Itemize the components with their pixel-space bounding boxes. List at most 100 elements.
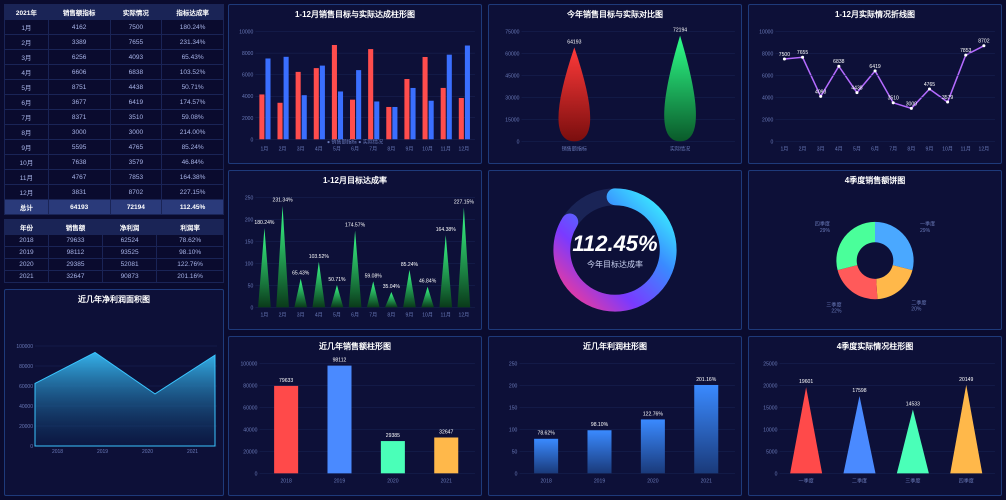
svg-text:0: 0 <box>251 305 254 311</box>
svg-text:227.15%: 227.15% <box>454 200 475 206</box>
svg-text:4093: 4093 <box>815 89 826 95</box>
svg-text:2020: 2020 <box>647 478 658 484</box>
svg-text:2019: 2019 <box>334 478 345 484</box>
quarter-cone-panel: 4季度实际情况柱形图 0500010000150002000025000一季度二… <box>748 336 1002 496</box>
svg-text:15000: 15000 <box>763 405 777 411</box>
svg-text:12月: 12月 <box>979 146 990 152</box>
svg-text:5月: 5月 <box>853 146 861 152</box>
svg-text:2021: 2021 <box>187 449 198 455</box>
svg-text:6419: 6419 <box>869 64 880 70</box>
svg-text:3月: 3月 <box>817 146 825 152</box>
svg-text:9月: 9月 <box>406 146 414 152</box>
svg-text:0: 0 <box>255 471 258 477</box>
svg-text:6000: 6000 <box>762 73 773 79</box>
svg-text:0: 0 <box>30 444 33 450</box>
svg-text:20%: 20% <box>911 307 922 313</box>
donut-panel: 4季度销售额饼图 一季度29%二季度20%三季度22%四季度29% <box>748 170 1002 330</box>
svg-text:7853: 7853 <box>960 48 971 54</box>
svg-text:40000: 40000 <box>19 404 33 410</box>
svg-text:20000: 20000 <box>19 424 33 430</box>
svg-text:6月: 6月 <box>351 312 359 318</box>
svg-text:50.71%: 50.71% <box>328 277 346 283</box>
svg-text:100: 100 <box>245 261 254 267</box>
svg-text:2000: 2000 <box>762 117 773 123</box>
svg-text:164.38%: 164.38% <box>436 227 457 233</box>
svg-text:5000: 5000 <box>766 449 777 455</box>
chart-title: 4季度实际情况柱形图 <box>753 341 997 352</box>
svg-text:72194: 72194 <box>673 28 687 34</box>
svg-text:50: 50 <box>512 449 518 455</box>
svg-text:4765: 4765 <box>924 82 935 88</box>
svg-text:4月: 4月 <box>315 312 323 318</box>
svg-text:32647: 32647 <box>439 429 453 435</box>
svg-text:3579: 3579 <box>942 95 953 101</box>
profit-bar-panel: 近几年利润柱形图 0501001502002502018201920202021… <box>488 336 742 496</box>
svg-text:6838: 6838 <box>833 59 844 65</box>
svg-text:20000: 20000 <box>763 384 777 390</box>
svg-text:64193: 64193 <box>567 39 581 45</box>
svg-text:22%: 22% <box>831 309 842 315</box>
svg-text:78.62%: 78.62% <box>538 431 556 437</box>
svg-text:103.52%: 103.52% <box>309 254 330 260</box>
svg-text:59.08%: 59.08% <box>365 273 383 279</box>
svg-text:11月: 11月 <box>441 146 451 152</box>
svg-text:一季度: 一季度 <box>920 221 935 228</box>
svg-text:4月: 4月 <box>835 146 843 152</box>
svg-text:7655: 7655 <box>797 50 808 56</box>
svg-text:15000: 15000 <box>505 117 519 123</box>
svg-text:三季度: 三季度 <box>826 302 841 309</box>
svg-text:2月: 2月 <box>279 312 287 318</box>
chart-title: 4季度销售额饼图 <box>753 175 997 186</box>
svg-text:0: 0 <box>775 471 778 477</box>
svg-text:98112: 98112 <box>333 358 347 364</box>
svg-text:● 销售额指标 ● 实际情况: ● 销售额指标 ● 实际情况 <box>327 138 383 145</box>
sales-bar-panel: 近几年销售额柱形图 020000400006000080000100000201… <box>228 336 482 496</box>
svg-text:7月: 7月 <box>369 312 377 318</box>
svg-text:三季度: 三季度 <box>905 477 920 484</box>
svg-text:46.84%: 46.84% <box>419 279 437 285</box>
svg-text:6000: 6000 <box>242 73 253 79</box>
cone-pair-panel: 今年销售目标与实际对比图 01500030000450006000075000销… <box>488 4 742 164</box>
svg-text:14533: 14533 <box>906 401 920 407</box>
svg-text:79633: 79633 <box>279 378 293 384</box>
chart-title: 近几年销售额柱形图 <box>233 341 477 352</box>
progress-ring <box>545 180 685 320</box>
svg-text:8000: 8000 <box>762 52 773 58</box>
svg-text:1月: 1月 <box>260 312 268 318</box>
svg-text:45000: 45000 <box>505 73 519 79</box>
svg-text:180.24%: 180.24% <box>254 220 275 226</box>
svg-text:10月: 10月 <box>422 146 433 152</box>
svg-text:174.57%: 174.57% <box>345 223 366 229</box>
svg-text:10000: 10000 <box>239 30 253 36</box>
svg-text:65.43%: 65.43% <box>292 271 310 277</box>
svg-text:7500: 7500 <box>779 52 790 58</box>
svg-text:201.16%: 201.16% <box>696 377 717 383</box>
svg-text:100000: 100000 <box>16 344 33 350</box>
svg-text:150: 150 <box>245 239 254 245</box>
rate-cone-panel: 1-12月目标达成率 0501001502002501月2月3月4月5月6月7月… <box>228 170 482 330</box>
svg-text:100: 100 <box>509 427 518 433</box>
svg-text:1月: 1月 <box>260 146 268 152</box>
svg-text:10000: 10000 <box>759 30 773 36</box>
svg-text:250: 250 <box>509 362 518 368</box>
svg-text:0: 0 <box>771 139 774 145</box>
svg-text:150: 150 <box>509 405 518 411</box>
chart-title: 1-12月目标达成率 <box>233 175 477 186</box>
svg-text:35.04%: 35.04% <box>383 284 401 290</box>
svg-text:80000: 80000 <box>19 364 33 370</box>
svg-text:100000: 100000 <box>240 362 257 368</box>
svg-text:40000: 40000 <box>243 427 257 433</box>
svg-text:0: 0 <box>515 471 518 477</box>
svg-text:8000: 8000 <box>242 51 253 57</box>
svg-text:20149: 20149 <box>959 377 973 383</box>
svg-text:5月: 5月 <box>333 146 341 152</box>
svg-text:4000: 4000 <box>242 94 253 100</box>
svg-text:7月: 7月 <box>369 146 377 152</box>
svg-text:一季度: 一季度 <box>799 477 814 484</box>
svg-text:2018: 2018 <box>280 478 291 484</box>
chart-title: 近几年利润柱形图 <box>493 341 737 352</box>
chart-title: 1-12月实际情况折线图 <box>753 9 997 20</box>
svg-text:8702: 8702 <box>978 39 989 45</box>
svg-text:29385: 29385 <box>386 433 400 439</box>
svg-text:11月: 11月 <box>441 312 451 318</box>
